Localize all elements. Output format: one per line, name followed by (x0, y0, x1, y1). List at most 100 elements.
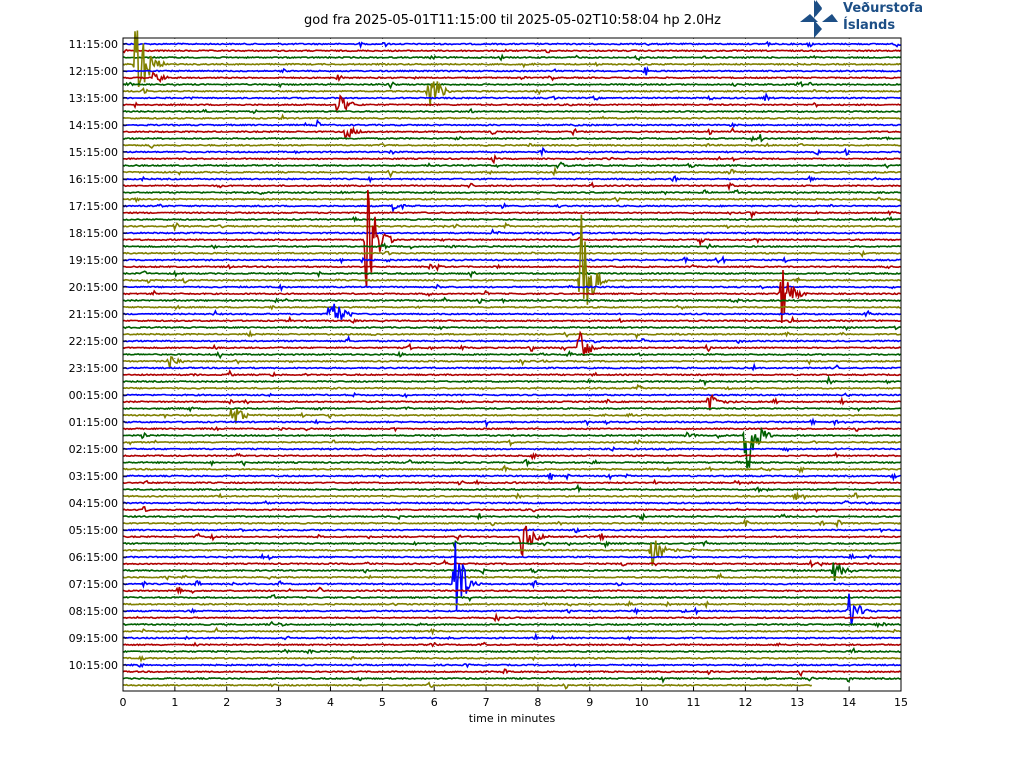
x-tick-label: 9 (586, 696, 593, 709)
logo-line1: Veðurstofa (843, 1, 924, 16)
x-tick-label: 12 (738, 696, 752, 709)
trace-row (122, 330, 901, 357)
trace-row (122, 181, 901, 192)
x-axis-label: time in minutes (468, 712, 556, 725)
trace-row (122, 189, 901, 288)
x-tick-label: 1 (171, 696, 178, 709)
trace-row (122, 283, 901, 293)
logo-mark-icon (800, 0, 838, 38)
trace-row (122, 408, 902, 424)
trace-row (122, 374, 901, 387)
trace-row (122, 71, 901, 83)
x-tick-label: 7 (483, 696, 490, 709)
trace-row (122, 426, 901, 469)
trace-row (122, 675, 901, 684)
trace-row (122, 113, 901, 121)
trace-row (123, 356, 901, 369)
trace-row (123, 662, 901, 669)
trace-row (122, 526, 901, 534)
trace-row (122, 681, 813, 690)
trace-row (122, 572, 901, 581)
trace-row (122, 593, 901, 603)
y-tick-label: 17:15:00 (69, 200, 118, 213)
trace-row (122, 255, 901, 265)
trace-row (122, 202, 901, 214)
trace-row (122, 558, 901, 569)
trace-row (122, 600, 902, 610)
trace-row (122, 445, 901, 453)
logo-line2: Íslands (843, 18, 896, 33)
trace-row (122, 626, 901, 636)
trace-row (122, 325, 901, 332)
trace-row (122, 406, 901, 413)
x-tick-label: 6 (431, 696, 438, 709)
x-tick-label: 5 (379, 696, 386, 709)
x-tick-label: 8 (534, 696, 541, 709)
trace-row (122, 94, 901, 114)
trace-row (122, 646, 901, 655)
trace-row (122, 641, 901, 648)
trace-row (122, 668, 902, 678)
grid-lines (174, 38, 850, 691)
x-tick-label: 13 (790, 696, 804, 709)
y-tick-label: 19:15:00 (69, 254, 118, 267)
x-tick-label: 4 (327, 696, 334, 709)
y-tick-label: 08:15:00 (69, 605, 118, 618)
trace-row (122, 214, 901, 305)
trace-row (122, 175, 901, 184)
x-tick-label: 10 (635, 696, 649, 709)
trace-row (122, 153, 902, 165)
trace-row (122, 215, 901, 223)
trace-row (123, 142, 901, 149)
trace-row (122, 81, 901, 107)
trace-row (122, 612, 901, 623)
x-tick-label: 14 (842, 696, 856, 709)
y-axis-ticks: 11:15:00 12:15:00 13:15:00 14:15:00 15:15:00… (69, 38, 127, 672)
y-tick-label: 01:15:00 (69, 416, 118, 429)
y-tick-label: 09:15:00 (69, 632, 118, 645)
y-tick-label: 10:15:00 (69, 659, 118, 672)
trace-row (122, 586, 901, 595)
trace-row (122, 417, 901, 429)
trace-row (122, 125, 901, 139)
trace-row (122, 270, 901, 279)
trace-row (122, 118, 901, 129)
x-tick-label: 11 (687, 696, 701, 709)
trace-row (122, 654, 901, 663)
trace-row (122, 350, 902, 360)
trace-row (122, 593, 901, 626)
trace-row (122, 499, 902, 506)
trace-row (122, 490, 901, 501)
trace-rows (122, 30, 902, 690)
y-tick-label: 05:15:00 (69, 524, 118, 537)
trace-row (122, 107, 901, 115)
trace-row (122, 472, 901, 482)
y-tick-label: 21:15:00 (69, 308, 118, 321)
trace-row (122, 525, 901, 558)
y-tick-label: 00:15:00 (69, 389, 118, 402)
trace-row (122, 439, 901, 448)
trace-row (122, 30, 901, 88)
trace-row (122, 562, 902, 581)
trace-row (122, 315, 901, 324)
trace-row (123, 304, 901, 311)
trace-row (122, 188, 901, 196)
y-tick-label: 04:15:00 (69, 497, 118, 510)
trace-row (122, 134, 901, 143)
trace-row (122, 391, 901, 399)
y-tick-label: 22:15:00 (69, 335, 118, 348)
trace-row (122, 80, 901, 90)
trace-row (123, 464, 901, 474)
x-tick-label: 15 (894, 696, 908, 709)
y-tick-label: 13:15:00 (69, 92, 118, 105)
x-tick-label: 0 (120, 696, 127, 709)
y-tick-label: 14:15:00 (69, 119, 118, 132)
x-axis-ticks: 0 1 2 3 4 5 6 7 8 9 10 11 12 13 14 15 (120, 687, 908, 709)
y-tick-label: 03:15:00 (69, 470, 118, 483)
y-tick-label: 18:15:00 (69, 227, 118, 240)
trace-row (122, 65, 901, 76)
trace-row (122, 369, 901, 378)
trace-row (122, 296, 902, 305)
trace-row (122, 40, 901, 50)
